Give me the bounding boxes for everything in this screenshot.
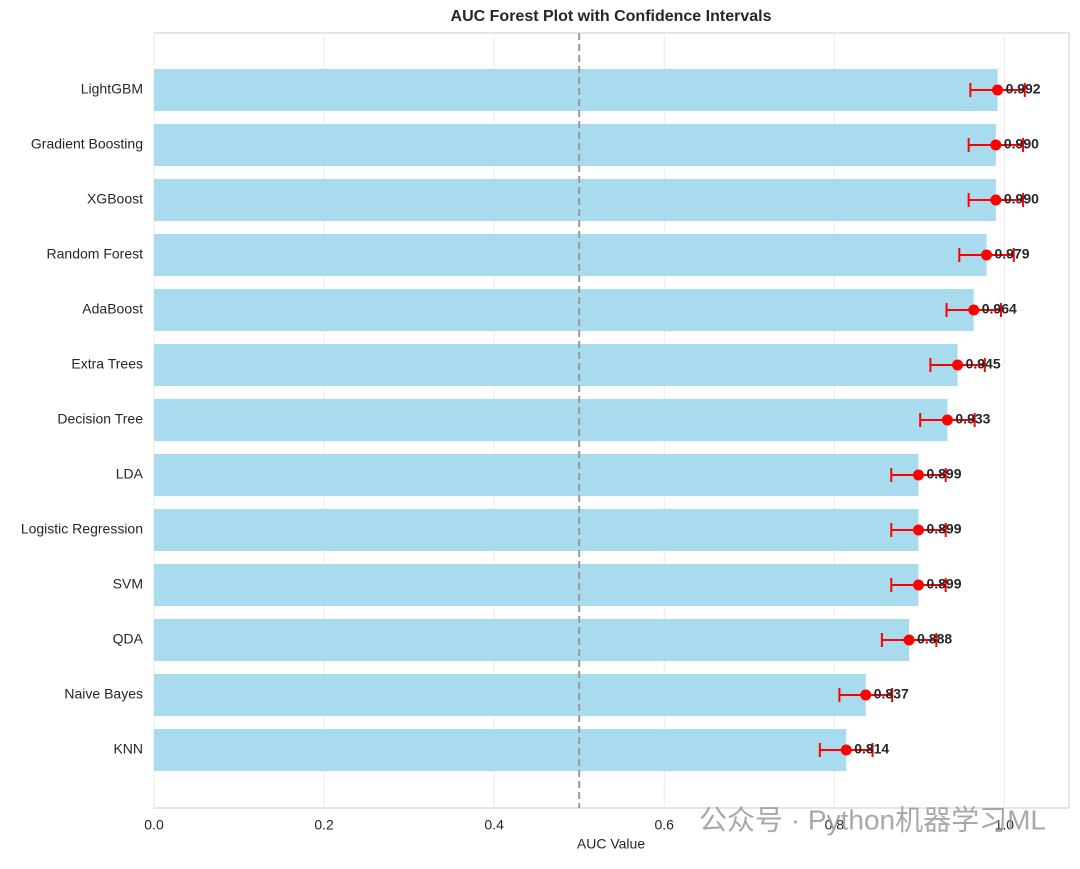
bar — [154, 179, 996, 221]
point — [981, 249, 993, 261]
point — [860, 689, 872, 701]
data-label: 0.888 — [917, 631, 952, 647]
bar — [154, 564, 919, 606]
bar — [154, 729, 847, 771]
x-tick-label: 0.2 — [314, 817, 334, 833]
point — [941, 414, 953, 426]
data-label: 0.990 — [1004, 191, 1039, 207]
y-tick-label: LightGBM — [81, 81, 143, 97]
bar — [154, 344, 958, 386]
y-tick-label: Extra Trees — [71, 356, 143, 372]
y-tick-label: QDA — [113, 631, 144, 647]
bar — [154, 399, 948, 441]
point — [903, 634, 915, 646]
y-tick-label: Decision Tree — [57, 411, 143, 427]
y-tick-label: LDA — [116, 466, 144, 482]
point — [912, 579, 924, 591]
x-tick-label: 1.0 — [995, 817, 1015, 833]
data-label: 0.899 — [926, 521, 961, 537]
bar — [154, 69, 998, 111]
x-tick-label: 0.6 — [654, 817, 674, 833]
bar — [154, 234, 987, 276]
bar — [154, 289, 974, 331]
y-tick-label: SVM — [113, 576, 143, 592]
bar — [154, 674, 866, 716]
data-label: 0.964 — [982, 301, 1017, 317]
data-label: 0.933 — [955, 411, 990, 427]
x-axis-label: AUC Value — [577, 836, 645, 852]
y-tick-label: Logistic Regression — [21, 521, 143, 537]
data-label: 0.990 — [1004, 136, 1039, 152]
point — [952, 359, 964, 371]
data-label: 0.979 — [995, 246, 1030, 262]
point — [968, 304, 980, 316]
bar — [154, 124, 996, 166]
y-tick-label: XGBoost — [87, 191, 143, 207]
data-label: 0.945 — [966, 356, 1001, 372]
y-tick-label: KNN — [113, 741, 143, 757]
bar — [154, 454, 919, 496]
x-tick-label: 0.4 — [484, 817, 504, 833]
y-tick-label: Naive Bayes — [64, 686, 143, 702]
bar — [154, 509, 919, 551]
data-label: 0.899 — [926, 576, 961, 592]
point — [992, 84, 1004, 96]
data-label: 0.899 — [926, 466, 961, 482]
point — [912, 524, 924, 536]
point — [990, 194, 1002, 206]
data-label: 0.837 — [874, 686, 909, 702]
point — [912, 469, 924, 481]
x-tick-label: 0.8 — [825, 817, 845, 833]
watermark: 公众号 · Python机器学习ML — [699, 804, 1046, 835]
data-label: 0.992 — [1006, 81, 1041, 97]
y-tick-label: Gradient Boosting — [31, 136, 143, 152]
data-label: 0.814 — [854, 741, 889, 757]
point — [990, 139, 1002, 151]
point — [840, 744, 852, 756]
y-tick-label: Random Forest — [47, 246, 144, 262]
y-tick-label: AdaBoost — [82, 301, 143, 317]
chart-title: AUC Forest Plot with Confidence Interval… — [451, 8, 772, 25]
bar — [154, 619, 910, 661]
x-tick-label: 0.0 — [144, 817, 164, 833]
